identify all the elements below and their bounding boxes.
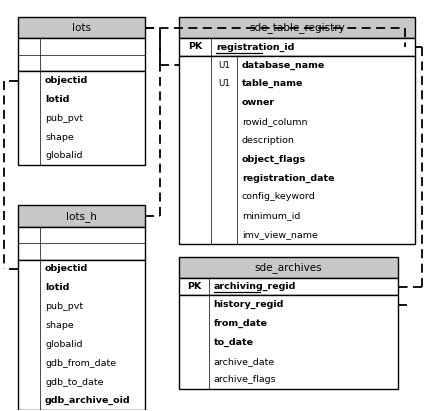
Text: object_flags: object_flags xyxy=(242,155,306,164)
Text: lotid: lotid xyxy=(45,95,69,104)
Bar xyxy=(17,260,145,410)
Text: pub_pvt: pub_pvt xyxy=(45,114,83,123)
Bar xyxy=(179,55,414,244)
Text: description: description xyxy=(242,136,295,145)
Text: globalid: globalid xyxy=(45,151,83,160)
Text: shape: shape xyxy=(45,321,74,330)
Bar xyxy=(17,206,145,227)
Text: pub_pvt: pub_pvt xyxy=(45,302,83,311)
Bar xyxy=(179,38,414,55)
Text: gdb_to_date: gdb_to_date xyxy=(45,378,104,386)
Text: imv_view_name: imv_view_name xyxy=(242,230,318,239)
Text: PK: PK xyxy=(188,42,202,51)
Text: registration_id: registration_id xyxy=(216,42,294,51)
Text: database_name: database_name xyxy=(242,60,325,69)
Text: objectid: objectid xyxy=(45,265,88,273)
Text: U1: U1 xyxy=(218,60,230,69)
Bar xyxy=(179,295,398,389)
Text: shape: shape xyxy=(45,133,74,142)
Text: archive_date: archive_date xyxy=(214,357,275,366)
Text: minimum_id: minimum_id xyxy=(242,211,300,220)
Bar xyxy=(179,17,414,38)
Text: table_name: table_name xyxy=(242,79,303,88)
Text: lots_h: lots_h xyxy=(66,211,97,222)
Text: globalid: globalid xyxy=(45,340,83,349)
Bar xyxy=(17,38,145,71)
Text: to_date: to_date xyxy=(214,338,253,347)
Bar xyxy=(179,278,398,295)
Text: archive_flags: archive_flags xyxy=(214,376,276,385)
Text: registration_date: registration_date xyxy=(242,173,334,182)
Text: history_regid: history_regid xyxy=(214,300,284,309)
Text: lots: lots xyxy=(72,23,91,33)
Bar xyxy=(17,17,145,38)
Text: from_date: from_date xyxy=(214,319,268,328)
Text: gdb_from_date: gdb_from_date xyxy=(45,359,116,368)
Text: owner: owner xyxy=(242,98,275,107)
Bar xyxy=(17,71,145,165)
Text: gdb_archive_oid: gdb_archive_oid xyxy=(45,396,131,406)
Text: rowid_column: rowid_column xyxy=(242,117,308,126)
Text: lotid: lotid xyxy=(45,283,69,292)
Text: config_keyword: config_keyword xyxy=(242,192,316,201)
Bar xyxy=(179,257,398,278)
Text: sde_archives: sde_archives xyxy=(255,262,322,273)
Text: sde_table_registry: sde_table_registry xyxy=(249,22,345,33)
Text: archiving_regid: archiving_regid xyxy=(214,282,296,291)
Text: U1: U1 xyxy=(218,79,230,88)
Text: PK: PK xyxy=(187,282,201,291)
Text: objectid: objectid xyxy=(45,76,88,85)
Bar xyxy=(17,227,145,260)
